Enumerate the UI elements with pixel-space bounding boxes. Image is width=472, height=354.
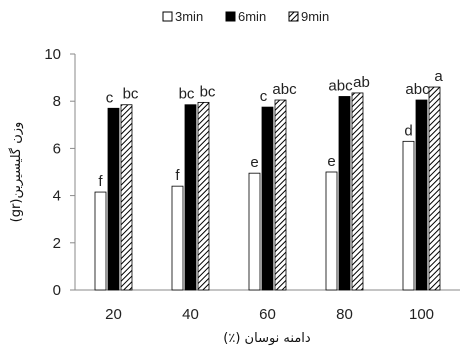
bar-6min-40 <box>184 104 197 291</box>
y-tick-label: 2 <box>53 235 61 252</box>
bar-6min-20 <box>107 107 120 291</box>
y-tick-label: 4 <box>53 188 61 205</box>
x-tick-label: 20 <box>105 306 122 323</box>
sig-label: f <box>98 173 103 190</box>
sig-label: c <box>106 89 114 106</box>
bar-9min-60 <box>274 99 287 291</box>
sig-label: abc <box>328 77 353 94</box>
bar-6min-60 <box>261 106 274 291</box>
legend-label-3min: 3min <box>175 9 203 24</box>
sig-label: ab <box>353 74 370 91</box>
bar-3min-80 <box>325 171 338 291</box>
legend-swatch-6min <box>225 11 236 22</box>
x-tick-label: 100 <box>409 306 434 323</box>
sig-label: bc <box>200 83 216 100</box>
y-axis-ticks: 0 2 4 6 8 10 <box>44 46 75 299</box>
bar-3min-20 <box>94 191 107 291</box>
bar-3min-60 <box>248 172 261 291</box>
sig-label: f <box>175 167 180 184</box>
legend-label-9min: 9min <box>301 9 329 24</box>
legend-swatch-3min <box>162 11 173 22</box>
bars <box>94 86 441 291</box>
bar-3min-40 <box>171 185 184 291</box>
bar-3min-100 <box>402 140 415 291</box>
bar-9min-20 <box>120 104 133 291</box>
y-tick-label: 6 <box>53 140 61 157</box>
y-tick-label: 8 <box>53 93 61 110</box>
sig-label: c <box>260 88 268 105</box>
x-tick-label: 40 <box>182 306 199 323</box>
bar-9min-40 <box>197 101 210 291</box>
x-axis-title: دامنه نوسان (٪) <box>223 331 311 346</box>
y-tick-label: 10 <box>44 46 61 63</box>
sig-label: d <box>404 122 412 139</box>
y-axis-title: وزن گلیسیرین(gr) <box>8 122 24 223</box>
bar-6min-100 <box>415 99 428 291</box>
x-tick-label: 60 <box>259 306 276 323</box>
legend: 3min 6min 9min <box>162 9 329 24</box>
sig-label: bc <box>179 86 195 103</box>
sig-label: abc <box>272 81 297 98</box>
bar-9min-100 <box>428 86 441 291</box>
bar-6min-80 <box>338 96 351 291</box>
legend-label-6min: 6min <box>238 9 266 24</box>
sig-label: a <box>434 68 443 85</box>
x-axis-ticks: 20 40 60 80 100 <box>105 306 434 323</box>
sig-label: e <box>250 154 258 171</box>
sig-label: abc <box>405 81 430 98</box>
x-tick-label: 80 <box>336 306 353 323</box>
sig-label: bc <box>123 86 139 103</box>
legend-swatch-9min <box>288 11 299 22</box>
y-tick-label: 0 <box>53 282 61 299</box>
sig-label: e <box>327 153 335 170</box>
bar-9min-80 <box>351 92 364 291</box>
